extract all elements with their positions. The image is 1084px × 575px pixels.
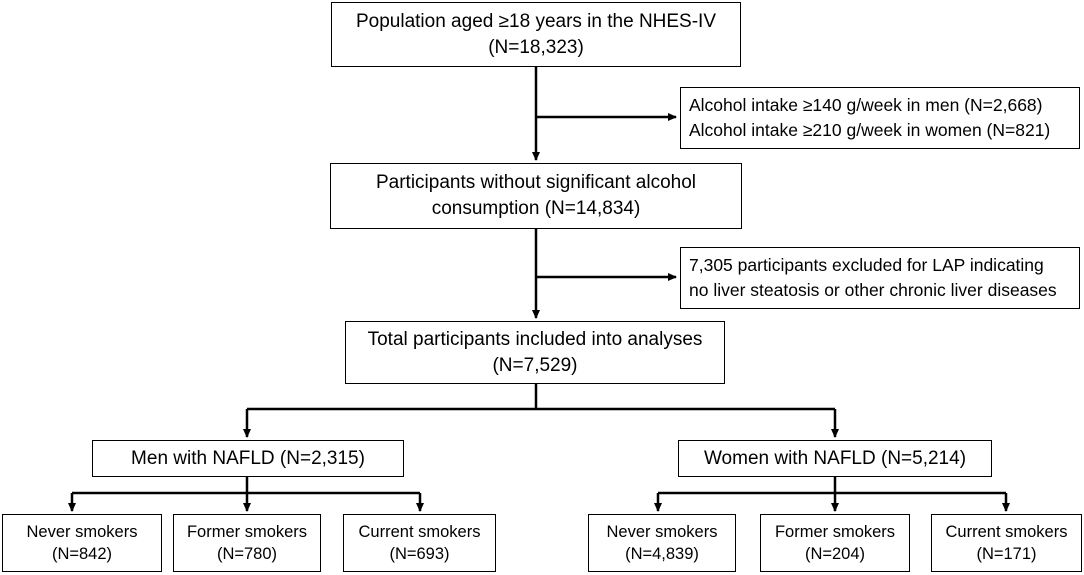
men-current-box: Current smokers (N=693) bbox=[343, 514, 496, 572]
lap-exclusion-box: 7,305 participants excluded for LAP indi… bbox=[680, 247, 1080, 309]
women-never-line2: (N=4,839) bbox=[625, 545, 699, 563]
men-never-line2: (N=842) bbox=[51, 545, 113, 563]
men-current-line1: Current smokers bbox=[358, 523, 481, 541]
men-never-box: Never smokers (N=842) bbox=[2, 514, 162, 572]
women-former-line1: Former smokers bbox=[774, 523, 896, 541]
total-box: Total participants included into analyse… bbox=[345, 321, 725, 384]
population-line2: (N=18,323) bbox=[488, 36, 584, 58]
men-current-line2: (N=693) bbox=[389, 545, 450, 563]
alcohol-exclusion-line2: Alcohol intake ≥210 g/week in women (N=8… bbox=[689, 120, 1051, 140]
men-never-line1: Never smokers bbox=[26, 523, 138, 541]
women-current-line2: (N=171) bbox=[976, 545, 1037, 563]
men-former-box: Former smokers (N=780) bbox=[173, 514, 321, 572]
population-line1: Population aged ≥18 years in the NHES-IV bbox=[355, 10, 717, 32]
women-former-box: Former smokers (N=204) bbox=[760, 514, 910, 572]
total-line2: (N=7,529) bbox=[492, 354, 578, 376]
women-current-box: Current smokers (N=171) bbox=[931, 514, 1082, 572]
alcohol-exclusion-box: Alcohol intake ≥140 g/week in men (N=2,6… bbox=[680, 87, 1080, 149]
men-label: Men with NAFLD (N=2,315) bbox=[131, 447, 365, 469]
total-line1: Total participants included into analyse… bbox=[367, 328, 703, 350]
population-box: Population aged ≥18 years in the NHES-IV… bbox=[331, 2, 741, 67]
men-box: Men with NAFLD (N=2,315) bbox=[92, 440, 404, 477]
men-former-line1: Former smokers bbox=[186, 523, 308, 541]
no-alcohol-line2: consumption (N=14,834) bbox=[431, 198, 641, 219]
men-former-line2: (N=780) bbox=[216, 545, 278, 563]
women-box: Women with NAFLD (N=5,214) bbox=[678, 440, 992, 477]
no-alcohol-line1: Participants without significant alcohol bbox=[375, 172, 696, 193]
no-alcohol-box: Participants without significant alcohol… bbox=[330, 163, 742, 229]
lap-exclusion-line1: 7,305 participants excluded for LAP indi… bbox=[689, 255, 1044, 275]
alcohol-exclusion-line1: Alcohol intake ≥140 g/week in men (N=2,6… bbox=[689, 95, 1043, 115]
women-former-line2: (N=204) bbox=[804, 545, 866, 563]
women-label: Women with NAFLD (N=5,214) bbox=[703, 447, 967, 469]
women-never-line1: Never smokers bbox=[606, 523, 718, 541]
women-current-line1: Current smokers bbox=[945, 523, 1068, 541]
lap-exclusion-line2: no liver steatosis or other chronic live… bbox=[689, 280, 1057, 300]
women-never-box: Never smokers (N=4,839) bbox=[588, 514, 736, 572]
